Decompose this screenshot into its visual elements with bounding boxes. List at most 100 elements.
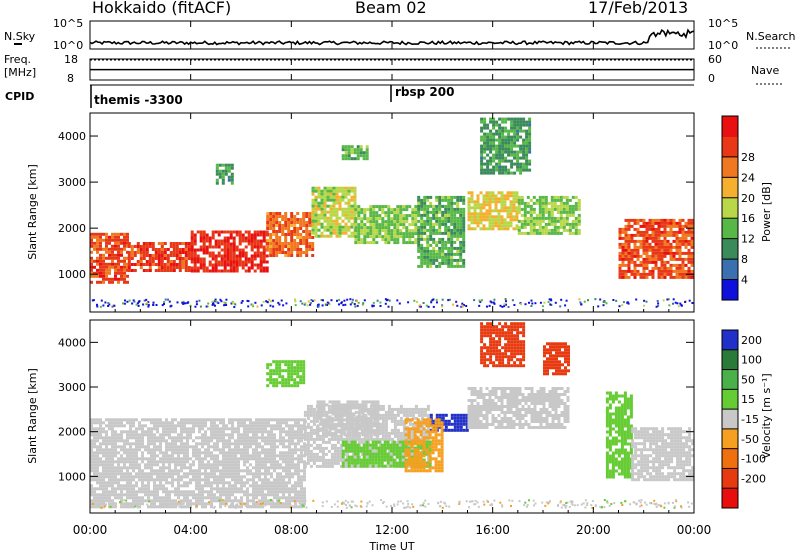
cell-7 (470, 212, 474, 216)
cell-0 (177, 487, 180, 491)
cell-0 (228, 454, 231, 458)
cell-6 (447, 237, 451, 241)
cell-0 (240, 469, 243, 473)
cell-7 (512, 206, 516, 210)
scatter-point (223, 304, 226, 307)
cell-10 (657, 239, 661, 243)
cell-2 (229, 242, 233, 246)
cell-5 (396, 220, 400, 224)
cell-0 (129, 493, 132, 497)
cell-0 (297, 457, 300, 461)
cell-4 (332, 213, 336, 217)
cell-10 (669, 233, 673, 237)
cell-0 (225, 442, 228, 446)
cell-10 (654, 242, 658, 246)
cell-1 (327, 464, 331, 468)
scatter-point (379, 301, 382, 304)
cell-4 (335, 216, 339, 220)
cell-6 (462, 210, 466, 214)
cell-0 (300, 481, 303, 485)
cell-10 (636, 248, 640, 252)
cell-1 (306, 446, 310, 450)
cell-9 (510, 159, 514, 163)
y-tick-label: 3000 (58, 176, 86, 189)
cell-0 (201, 457, 204, 461)
cell-1 (157, 242, 161, 245)
cell-5 (369, 223, 373, 227)
cell-1 (127, 254, 131, 257)
cell-0 (297, 496, 300, 500)
cell-6 (441, 258, 445, 262)
cell-0 (222, 448, 225, 452)
cell-0 (300, 499, 303, 503)
cell-0 (198, 502, 201, 506)
cell-0 (105, 448, 108, 452)
cell-0 (300, 460, 303, 464)
cell-0 (114, 247, 117, 251)
cell-10 (669, 245, 673, 249)
cell-1 (306, 413, 310, 417)
scatter-point (372, 301, 375, 304)
cell-0 (186, 430, 189, 434)
cell-0 (225, 490, 228, 494)
cell-10 (618, 257, 622, 261)
cell-0 (207, 451, 210, 455)
cell-5 (399, 205, 403, 209)
cell-10 (666, 230, 670, 234)
cell-9 (498, 135, 502, 139)
cell-0 (96, 421, 99, 425)
cell-0 (150, 493, 153, 497)
cell-10 (660, 266, 664, 270)
cell-5 (357, 229, 361, 233)
cell-0 (210, 436, 213, 440)
cell-0 (93, 427, 96, 431)
cell-8 (547, 228, 551, 232)
cell-0 (144, 445, 147, 449)
cell-0 (105, 268, 108, 272)
cell-6 (423, 198, 427, 202)
cell-10 (648, 269, 652, 273)
cell-6 (456, 225, 460, 229)
cell-0 (180, 478, 183, 482)
cell-0 (216, 457, 219, 461)
cell-9 (528, 150, 532, 154)
cell-9 (501, 138, 505, 142)
scatter-point (662, 299, 665, 302)
cell-4 (311, 207, 315, 211)
cell-0 (159, 481, 162, 485)
cell-8 (553, 195, 557, 199)
cell-0 (255, 430, 258, 434)
cell-4 (338, 198, 342, 202)
cell-9 (522, 162, 526, 166)
cell-9 (513, 156, 517, 160)
cell-2 (214, 239, 218, 243)
cell-4 (335, 195, 339, 199)
cell-0 (90, 484, 93, 488)
cell-6 (426, 213, 430, 217)
cell-0 (153, 442, 156, 446)
cell-10 (642, 236, 646, 240)
cell-0 (93, 433, 96, 437)
cell-0 (189, 436, 192, 440)
cell-0 (204, 496, 207, 500)
cell-4 (350, 216, 354, 220)
cell-6 (444, 198, 448, 202)
scatter-point (131, 302, 134, 305)
cell-5 (369, 217, 373, 221)
cell-7 (494, 197, 498, 201)
cell-5 (399, 220, 403, 224)
cell-8 (577, 204, 581, 208)
cell-1 (187, 248, 191, 251)
cell-3 (284, 218, 288, 221)
scatter-point (260, 304, 263, 307)
cell-5 (396, 223, 400, 227)
cell-6 (432, 210, 436, 214)
cell-10 (618, 272, 622, 276)
scatter-point (371, 304, 374, 307)
cell-8 (517, 201, 521, 205)
cell-8 (559, 210, 563, 214)
cell-0 (159, 472, 162, 476)
cell-0 (288, 475, 291, 479)
cell-6 (426, 195, 430, 199)
cell-2 (238, 251, 242, 255)
